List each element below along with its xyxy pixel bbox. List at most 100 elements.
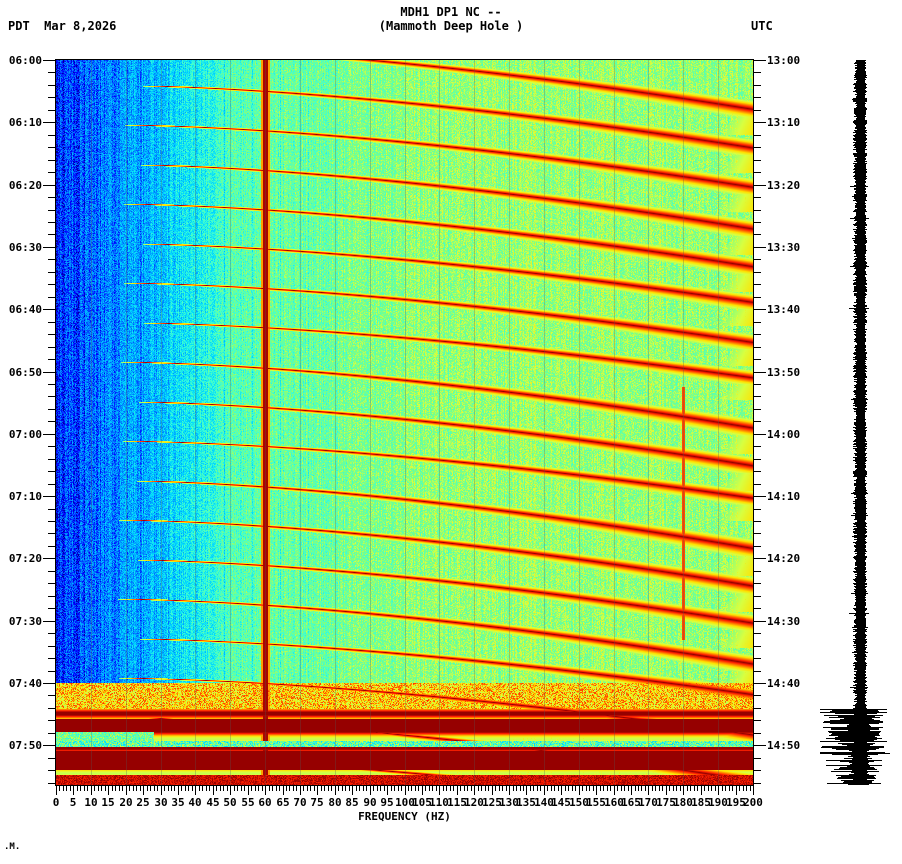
- freq-label: 80: [328, 796, 342, 809]
- axis-bottom-line: [55, 785, 754, 786]
- freq-tick-minor: [171, 786, 172, 791]
- freq-tick-minor: [147, 786, 148, 791]
- freq-tick-minor: [380, 786, 381, 791]
- time-tick-minor-utc: [754, 210, 761, 211]
- freq-tick-minor: [66, 786, 67, 791]
- header-utc-timezone: UTC: [751, 19, 773, 33]
- time-label-local: 06:00: [8, 54, 42, 67]
- freq-label: 175: [656, 796, 676, 809]
- time-tick-major-local: [43, 60, 55, 61]
- time-tick-minor-utc: [754, 695, 761, 696]
- freq-tick-minor: [676, 786, 677, 791]
- time-tick-minor-utc: [754, 384, 761, 385]
- freq-tick-minor: [269, 786, 270, 791]
- time-label-utc: 13:00: [767, 54, 801, 67]
- time-tick-major-utc: [754, 683, 766, 684]
- freq-label: 65: [276, 796, 290, 809]
- time-label-utc: 13:30: [767, 241, 801, 254]
- freq-tick-minor: [401, 786, 402, 791]
- freq-tick-minor: [328, 786, 329, 791]
- time-tick-minor-local: [48, 322, 55, 323]
- freq-label: 100: [395, 796, 415, 809]
- time-tick-minor-local: [48, 297, 55, 298]
- freq-tick-minor: [680, 786, 681, 791]
- time-tick-minor-utc: [754, 571, 761, 572]
- freq-tick-major: [370, 786, 371, 795]
- freq-tick-major: [439, 786, 440, 795]
- time-tick-minor-local: [48, 396, 55, 397]
- freq-tick-minor: [356, 786, 357, 791]
- freq-tick-minor: [199, 786, 200, 791]
- freq-tick-major: [248, 786, 249, 795]
- freq-tick-minor: [659, 786, 660, 791]
- freq-tick-minor: [732, 786, 733, 791]
- freq-tick-minor: [115, 786, 116, 791]
- freq-tick-major: [666, 786, 667, 795]
- freq-tick-minor: [63, 786, 64, 791]
- time-tick-minor-local: [48, 583, 55, 584]
- freq-tick-minor: [279, 786, 280, 791]
- freq-tick-minor: [345, 786, 346, 791]
- time-tick-minor-utc: [754, 97, 761, 98]
- freq-tick-major: [683, 786, 684, 795]
- freq-label: 185: [691, 796, 711, 809]
- freq-tick-minor: [554, 786, 555, 791]
- freq-tick-major: [108, 786, 109, 795]
- freq-tick-major: [561, 786, 562, 795]
- time-tick-major-utc: [754, 745, 766, 746]
- freq-tick-major: [457, 786, 458, 795]
- freq-tick-minor: [84, 786, 85, 791]
- freq-tick-minor: [638, 786, 639, 791]
- freq-tick-minor: [227, 786, 228, 791]
- freq-tick-minor: [59, 786, 60, 791]
- freq-label: 130: [499, 796, 519, 809]
- freq-tick-minor: [607, 786, 608, 791]
- time-tick-minor-local: [48, 97, 55, 98]
- time-tick-major-utc: [754, 496, 766, 497]
- time-label-utc: 14:50: [767, 739, 801, 752]
- time-tick-minor-utc: [754, 608, 761, 609]
- time-tick-minor-local: [48, 197, 55, 198]
- time-tick-minor-local: [48, 459, 55, 460]
- freq-tick-major: [544, 786, 545, 795]
- freq-label: 90: [363, 796, 377, 809]
- time-tick-major-utc: [754, 122, 766, 123]
- freq-tick-minor: [140, 786, 141, 791]
- freq-label: 70: [293, 796, 307, 809]
- freq-tick-minor: [547, 786, 548, 791]
- freq-tick-major: [736, 786, 737, 795]
- freq-tick-major: [596, 786, 597, 795]
- freq-label: 170: [638, 796, 658, 809]
- time-tick-minor-local: [48, 783, 55, 784]
- freq-tick-minor: [87, 786, 88, 791]
- time-tick-minor-local: [48, 72, 55, 73]
- time-tick-minor-utc: [754, 334, 761, 335]
- freq-tick-major: [405, 786, 406, 795]
- freq-tick-minor: [112, 786, 113, 791]
- freq-tick-minor: [425, 786, 426, 791]
- freq-tick-minor: [373, 786, 374, 791]
- spectrogram-plot[interactable]: [56, 60, 753, 785]
- freq-tick-major: [283, 786, 284, 795]
- freq-tick-minor: [624, 786, 625, 791]
- time-tick-minor-utc: [754, 297, 761, 298]
- freq-tick-minor: [276, 786, 277, 791]
- time-label-utc: 13:10: [767, 116, 801, 129]
- freq-tick-minor: [331, 786, 332, 791]
- freq-tick-minor: [80, 786, 81, 791]
- freq-tick-minor: [568, 786, 569, 791]
- freq-tick-minor: [593, 786, 594, 791]
- time-label-utc: 13:50: [767, 366, 801, 379]
- freq-label: 40: [188, 796, 202, 809]
- time-tick-minor-utc: [754, 546, 761, 547]
- freq-label: 145: [551, 796, 571, 809]
- time-tick-major-local: [43, 309, 55, 310]
- time-label-local: 06:10: [8, 116, 42, 129]
- freq-tick-major: [526, 786, 527, 795]
- time-tick-minor-utc: [754, 135, 761, 136]
- time-tick-minor-utc: [754, 347, 761, 348]
- header-local-timezone: PDT: [8, 19, 30, 33]
- freq-tick-minor: [202, 786, 203, 791]
- freq-tick-minor: [342, 786, 343, 791]
- time-tick-minor-utc: [754, 770, 761, 771]
